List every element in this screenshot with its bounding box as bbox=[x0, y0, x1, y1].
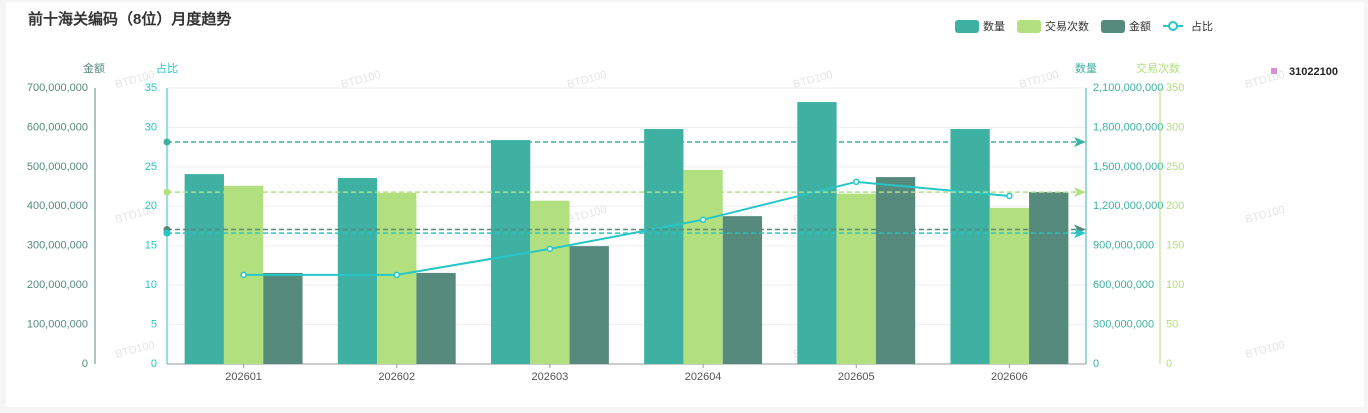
line-point bbox=[853, 178, 860, 186]
y-tick-label: 300,000,000 bbox=[27, 240, 88, 252]
y-tick-label: 250 bbox=[1166, 161, 1184, 173]
y-tick-label: 600,000,000 bbox=[27, 121, 88, 133]
legend-label: 交易次数 bbox=[1045, 19, 1089, 33]
bar bbox=[722, 216, 763, 364]
y-tick-label: 50 bbox=[1166, 318, 1178, 330]
legend-symbol bbox=[1168, 21, 1178, 31]
y-tick-label: 100,000,000 bbox=[27, 318, 88, 330]
y-tick-label: 350 bbox=[1166, 82, 1184, 94]
average-arrow bbox=[1074, 187, 1086, 198]
y-tick-label: 5 bbox=[151, 318, 157, 330]
y-tick-label: 150 bbox=[1166, 240, 1184, 252]
bar bbox=[569, 246, 609, 364]
y-tick-label: 300 bbox=[1166, 121, 1184, 133]
bar bbox=[377, 192, 417, 364]
y-tick-label: 0 bbox=[151, 358, 157, 370]
y-tick-label: 700,000,000 bbox=[27, 82, 88, 94]
y-tick-label: 100 bbox=[1166, 279, 1184, 291]
side-legend-label: 31022100 bbox=[1289, 66, 1338, 78]
y-tick-label: 200 bbox=[1166, 200, 1184, 212]
bar bbox=[683, 170, 723, 364]
y-tick-label: 35 bbox=[145, 82, 157, 94]
bar bbox=[530, 200, 570, 364]
line-point bbox=[393, 271, 400, 279]
axis-title: 数量 bbox=[1075, 62, 1097, 75]
line-point bbox=[546, 245, 554, 253]
y-tick-label: 900,000,000 bbox=[1093, 240, 1154, 252]
average-line bbox=[163, 137, 1086, 148]
y-tick-label: 25 bbox=[145, 161, 157, 173]
legend-symbol bbox=[1101, 20, 1125, 33]
bar bbox=[263, 272, 303, 364]
axis-title: 占比 bbox=[156, 61, 178, 75]
legend-label: 数量 bbox=[983, 20, 1005, 33]
line-point bbox=[699, 216, 707, 223]
bar bbox=[490, 140, 531, 364]
average-start bbox=[163, 229, 171, 237]
bar bbox=[836, 193, 876, 364]
average-line bbox=[163, 187, 1086, 198]
y-tick-label: 300,000,000 bbox=[1093, 318, 1154, 330]
bar bbox=[875, 177, 916, 364]
y-tick-label: 10 bbox=[145, 279, 157, 291]
average-line bbox=[163, 228, 1086, 239]
y-tick-label: 0 bbox=[82, 358, 88, 370]
average-arrow bbox=[1074, 137, 1086, 148]
x-tick-label: 202601 bbox=[225, 371, 262, 383]
x-tick-label: 202603 bbox=[532, 371, 569, 383]
bar bbox=[989, 207, 1030, 364]
line bbox=[243, 180, 1010, 276]
x-tick-label: 202605 bbox=[838, 371, 875, 383]
legend-symbol bbox=[955, 20, 979, 33]
bar bbox=[416, 272, 456, 364]
x-tick-label: 202604 bbox=[685, 371, 722, 383]
chart-title: 前十海关编码（8位）月度趋势 bbox=[28, 10, 231, 28]
y-tick-label: 0 bbox=[1093, 358, 1099, 370]
y-tick-label: 0 bbox=[1166, 358, 1172, 370]
y-tick-label: 500,000,000 bbox=[27, 161, 88, 173]
side-legend-symbol bbox=[1271, 68, 1277, 74]
y-tick-label: 2,100,000,000 bbox=[1093, 82, 1163, 94]
y-tick-label: 200,000,000 bbox=[27, 279, 88, 291]
legend-label: 金额 bbox=[1129, 19, 1151, 33]
y-tick-label: 400,000,000 bbox=[27, 200, 88, 212]
bar bbox=[950, 129, 990, 364]
axis-title: 交易次数 bbox=[1136, 61, 1180, 75]
y-tick-label: 600,000,000 bbox=[1093, 279, 1154, 291]
x-tick-label: 202602 bbox=[378, 371, 415, 383]
y-tick-label: 1,500,000,000 bbox=[1093, 161, 1163, 173]
axis-title: 金额 bbox=[83, 61, 105, 75]
average-start bbox=[163, 188, 171, 196]
line-point bbox=[1006, 192, 1013, 200]
line-point bbox=[240, 271, 247, 279]
y-tick-label: 15 bbox=[145, 240, 157, 252]
bar bbox=[644, 129, 684, 364]
y-tick-label: 30 bbox=[145, 121, 157, 133]
average-start bbox=[163, 138, 171, 146]
bar bbox=[337, 178, 378, 364]
legend-label: 占比 bbox=[1191, 19, 1213, 33]
x-tick-label: 202606 bbox=[991, 371, 1028, 383]
bar bbox=[184, 174, 224, 364]
legend-symbol bbox=[1017, 20, 1041, 33]
bar bbox=[1029, 192, 1069, 364]
average-arrow bbox=[1074, 228, 1086, 239]
y-tick-label: 1,800,000,000 bbox=[1093, 121, 1163, 133]
y-tick-label: 1,200,000,000 bbox=[1093, 200, 1163, 212]
y-tick-label: 20 bbox=[145, 200, 157, 212]
